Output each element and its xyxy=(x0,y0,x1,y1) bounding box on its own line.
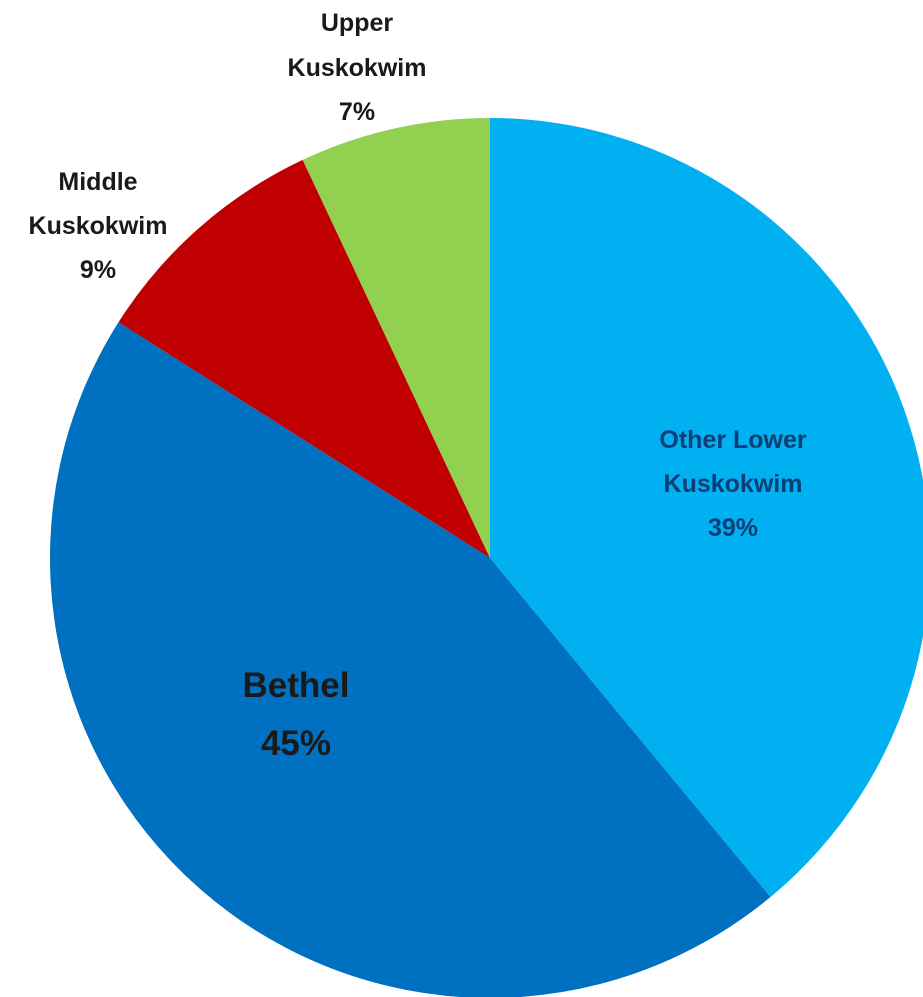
label-middle-pct: 9% xyxy=(80,256,116,284)
pie-slice-bethel xyxy=(50,322,771,997)
label-bethel: Bethel 45% xyxy=(243,666,350,763)
label-other-lower-line2: Kuskokwim xyxy=(664,470,803,498)
label-bethel-pct: 45% xyxy=(261,724,331,763)
label-upper-kuskokwim: Upper Kuskokwim 7% xyxy=(288,9,427,126)
label-other-lower-kuskokwim: Other Lower Kuskokwim 39% xyxy=(659,426,807,542)
label-upper-pct: 7% xyxy=(339,98,375,126)
label-middle-line2: Kuskokwim xyxy=(29,212,168,240)
label-other-lower-line1: Other Lower xyxy=(659,426,807,454)
label-middle-line1: Middle xyxy=(58,168,137,196)
label-upper-line2: Kuskokwim xyxy=(288,54,427,82)
pie-slice-middle-kuskokwim xyxy=(118,159,490,558)
label-upper-line1: Upper xyxy=(321,9,394,37)
label-bethel-name: Bethel xyxy=(243,666,350,705)
label-middle-kuskokwim: Middle Kuskokwim 9% xyxy=(29,168,168,284)
pie-slice-other-lower-kuskokwim xyxy=(490,118,923,898)
pie-slices xyxy=(50,118,923,997)
label-other-lower-pct: 39% xyxy=(708,514,758,542)
pie-slice-upper-kuskokwim xyxy=(302,118,490,558)
